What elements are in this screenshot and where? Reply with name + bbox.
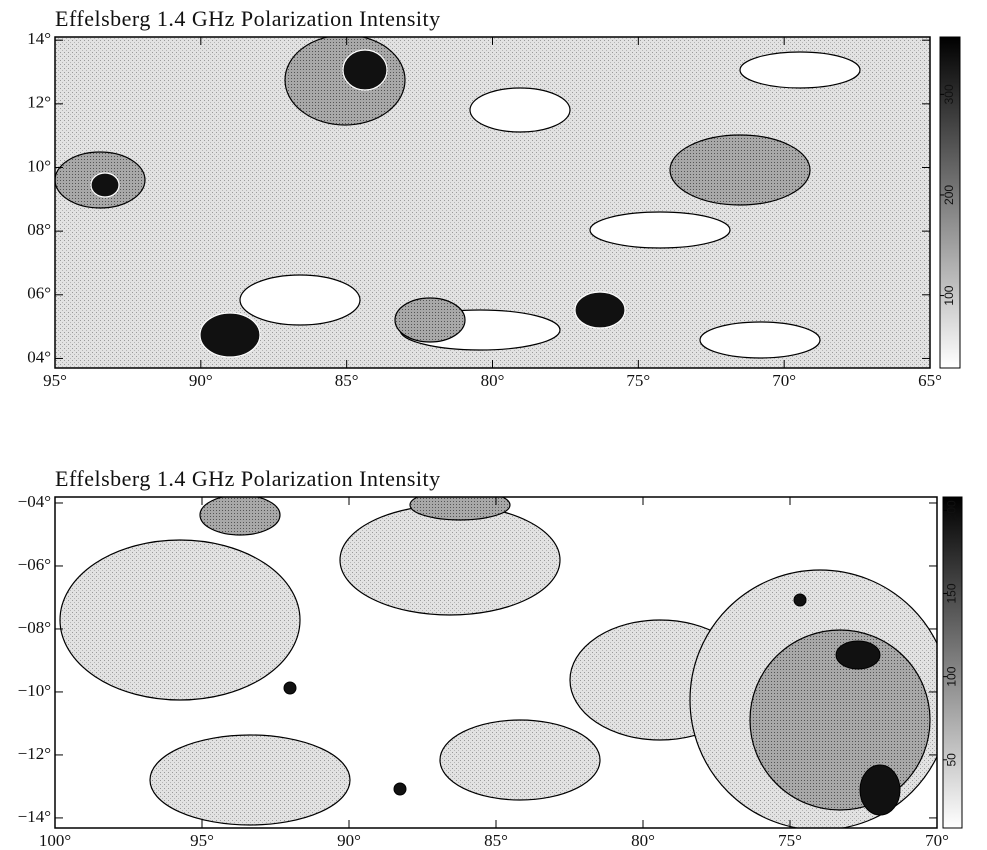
y-tick-label: −08° (18, 618, 51, 637)
y-tick-label: 04° (27, 347, 51, 366)
y-tick-label: 06° (27, 284, 51, 303)
colorbar-tick-label: 200 (942, 185, 956, 205)
colorbar-tick-label: 100 (945, 666, 959, 686)
y-tick-label: −06° (18, 555, 51, 574)
colorbar-tick-label: 50 (945, 753, 959, 767)
y-tick-label: −04° (18, 492, 51, 511)
colorbar (939, 36, 961, 369)
x-tick-label: 70° (925, 831, 949, 850)
y-tick-label: 08° (27, 220, 51, 239)
y-tick-label: 14° (27, 29, 51, 48)
colorbar (942, 496, 963, 829)
y-tick-label: −12° (18, 744, 51, 763)
x-tick-label: 85° (335, 371, 359, 390)
y-tick-label: 10° (27, 156, 51, 175)
x-tick-label: 80° (481, 371, 505, 390)
y-tick-label: 12° (27, 93, 51, 112)
x-tick-label: 85° (484, 831, 508, 850)
x-tick-label: 75° (778, 831, 802, 850)
x-tick-label: 65° (918, 371, 942, 390)
x-tick-label: 75° (626, 371, 650, 390)
x-tick-label: 70° (772, 371, 796, 390)
colorbar-tick-label: 100 (942, 285, 956, 305)
x-tick-label: 90° (189, 371, 213, 390)
colorbar-tick-label: 200 (945, 500, 959, 520)
map-texture (55, 37, 930, 368)
colorbar-tick-label: 150 (945, 583, 959, 603)
x-tick-label: 100° (39, 831, 71, 850)
y-tick-label: −14° (18, 807, 51, 826)
chart-title: Effelsberg 1.4 GHz Polarization Intensit… (55, 6, 441, 31)
colorbar-tick-label: 300 (942, 84, 956, 104)
x-tick-label: 80° (631, 831, 655, 850)
x-tick-label: 95° (190, 831, 214, 850)
chart-title: Effelsberg 1.4 GHz Polarization Intensit… (55, 466, 441, 491)
map-texture (55, 497, 937, 828)
x-tick-label: 90° (337, 831, 361, 850)
x-tick-label: 95° (43, 371, 67, 390)
y-tick-label: −10° (18, 681, 51, 700)
